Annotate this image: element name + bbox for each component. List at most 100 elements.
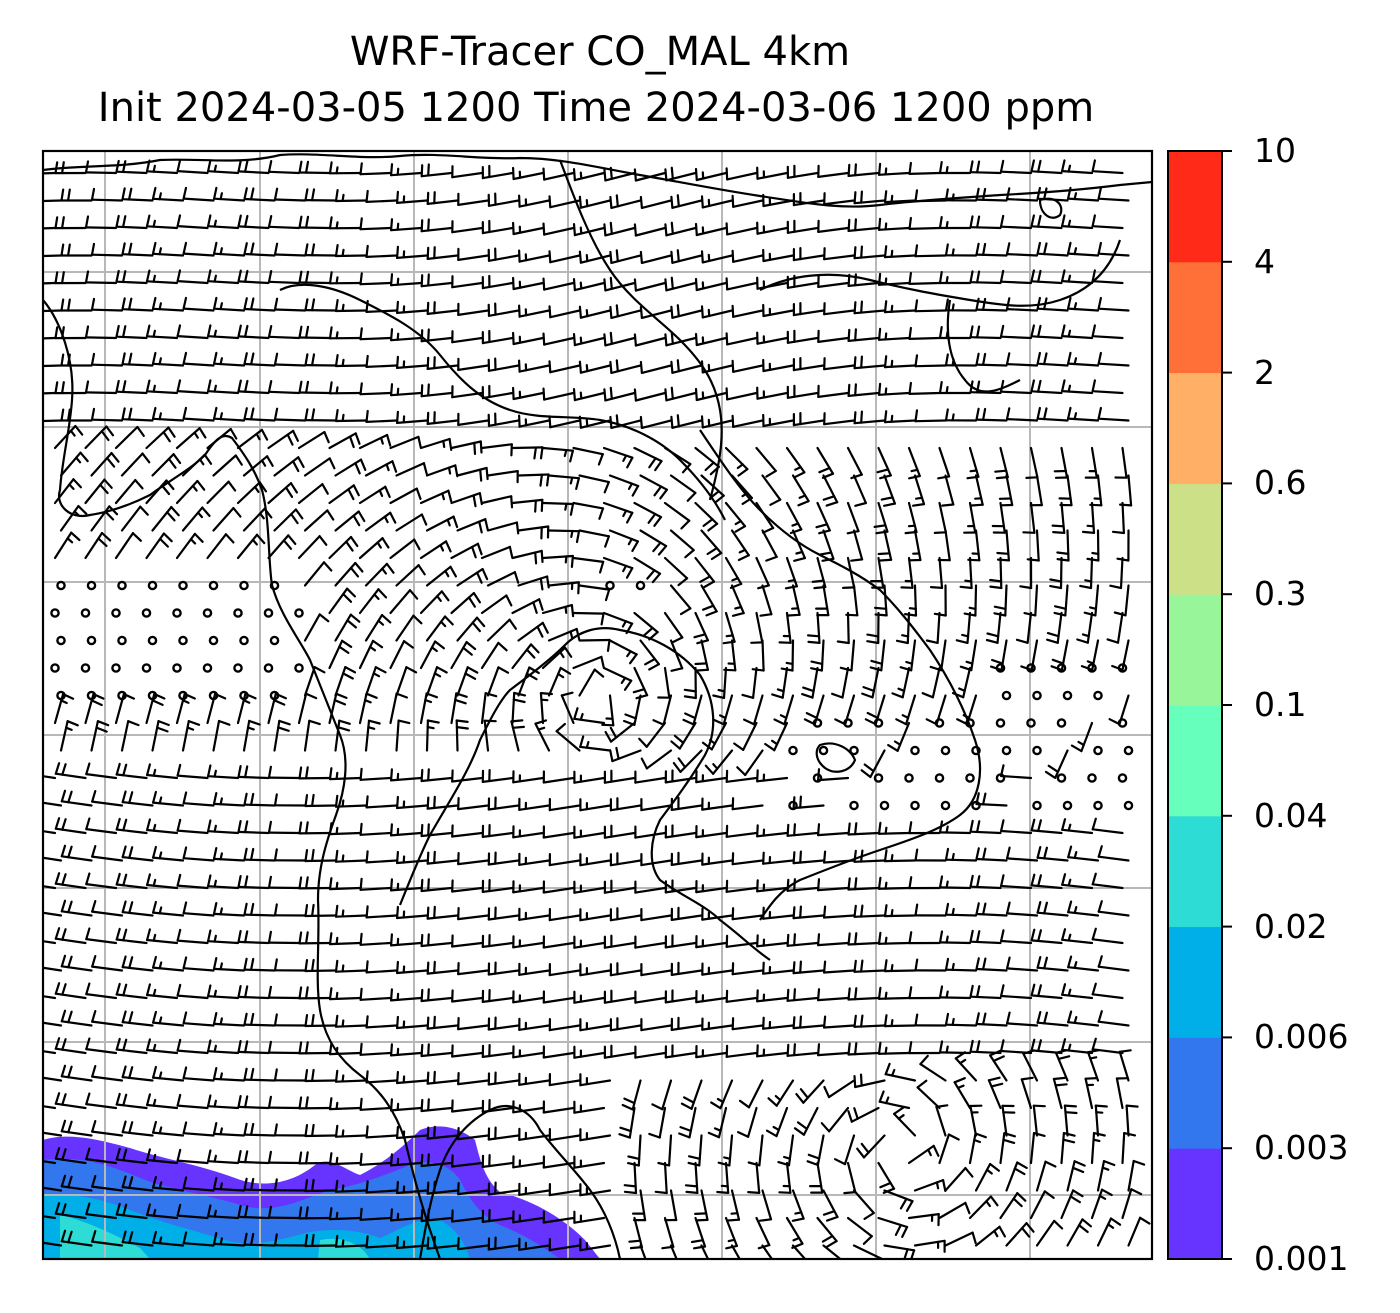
wind-barb bbox=[181, 506, 211, 532]
wind-barb bbox=[1066, 241, 1100, 257]
wind-barb bbox=[542, 1210, 575, 1224]
wind-barb bbox=[480, 443, 513, 457]
wind-barb bbox=[517, 414, 551, 428]
wind-barb bbox=[639, 415, 673, 429]
wind-barb bbox=[803, 694, 825, 726]
wind-barb bbox=[970, 474, 984, 507]
wind-barb bbox=[684, 1161, 699, 1195]
wind-barb bbox=[938, 271, 972, 285]
wind-barb bbox=[1051, 501, 1066, 535]
wind-barb bbox=[579, 1128, 612, 1142]
wind-barb bbox=[420, 328, 453, 343]
wind-barb bbox=[633, 501, 663, 527]
wind-barb bbox=[573, 935, 606, 949]
wind-barb bbox=[457, 1181, 490, 1196]
wind-barb bbox=[176, 214, 209, 230]
wind-barb bbox=[664, 276, 697, 292]
wind-barb bbox=[578, 474, 610, 494]
wind-barb bbox=[951, 666, 972, 699]
wind-barb bbox=[1036, 955, 1069, 972]
wind-barb bbox=[678, 1106, 697, 1139]
wind-barb bbox=[182, 186, 215, 202]
wind-barb bbox=[365, 1070, 398, 1084]
wind-barb bbox=[243, 847, 276, 862]
calm-wind-circle bbox=[1117, 773, 1128, 783]
wind-barb bbox=[43, 1241, 63, 1247]
wind-barb bbox=[54, 1147, 87, 1165]
wind-barb bbox=[396, 245, 429, 259]
wind-barb bbox=[365, 409, 398, 423]
wind-barb bbox=[328, 161, 362, 175]
colorbar-tick-label: 0.1 bbox=[1254, 685, 1307, 724]
wind-barb bbox=[847, 383, 880, 397]
wind-barb bbox=[213, 241, 246, 257]
wind-barb bbox=[853, 190, 886, 205]
wind-barb bbox=[1030, 873, 1063, 890]
wind-barb bbox=[54, 216, 87, 230]
wind-barb bbox=[304, 243, 337, 257]
wind-barb bbox=[481, 1098, 514, 1114]
wind-barb bbox=[700, 529, 723, 561]
wind-barb bbox=[481, 164, 514, 180]
wind-barb bbox=[1108, 694, 1130, 726]
wind-barb bbox=[390, 163, 423, 177]
wind-barb bbox=[883, 245, 917, 259]
wind-barb bbox=[237, 874, 270, 890]
wind-barb bbox=[207, 159, 240, 175]
wind-barb bbox=[182, 1066, 215, 1082]
wind-barb bbox=[700, 305, 734, 319]
wind-barb bbox=[176, 324, 209, 340]
wind-barb bbox=[207, 214, 240, 230]
wind-barb bbox=[518, 1237, 551, 1251]
wind-barb bbox=[304, 793, 337, 808]
wind-barb bbox=[206, 427, 238, 450]
wind-barb bbox=[457, 1126, 490, 1141]
calm-wind-circle bbox=[1026, 718, 1036, 728]
wind-barb bbox=[328, 692, 348, 725]
wind-barb bbox=[182, 791, 215, 807]
wind-barb bbox=[604, 721, 636, 743]
wind-barb bbox=[853, 849, 886, 863]
wind-barb bbox=[1053, 446, 1069, 479]
wind-barb bbox=[603, 769, 636, 784]
wind-barb bbox=[664, 1044, 697, 1059]
wind-barb bbox=[457, 851, 490, 866]
wind-barb bbox=[847, 1042, 880, 1056]
wind-barb bbox=[725, 1044, 758, 1058]
colorbar-segment bbox=[1168, 261, 1222, 374]
wind-barb bbox=[908, 931, 941, 945]
wind-barb bbox=[334, 299, 368, 313]
wind-barb bbox=[603, 934, 636, 949]
wind-barb bbox=[701, 852, 734, 866]
wind-barb bbox=[808, 1161, 824, 1194]
wind-barb bbox=[969, 929, 1002, 945]
wind-barb bbox=[792, 850, 825, 865]
wind-barb bbox=[1036, 845, 1069, 862]
wind-barb bbox=[425, 666, 448, 697]
border-inner-3 bbox=[759, 239, 1122, 307]
wind-barb bbox=[236, 428, 269, 450]
wind-barb bbox=[273, 1068, 307, 1082]
wind-barb bbox=[359, 877, 392, 891]
wind-barb bbox=[486, 521, 520, 535]
calm-wind-circle bbox=[294, 663, 304, 673]
wind-barb bbox=[762, 358, 795, 373]
wind-barb bbox=[426, 1235, 459, 1250]
wind-barb bbox=[626, 1134, 642, 1167]
wind-barb bbox=[1097, 845, 1130, 862]
wind-barb bbox=[207, 1149, 240, 1165]
wind-barb bbox=[182, 846, 215, 862]
wind-barb bbox=[328, 535, 359, 560]
wind-barb bbox=[787, 584, 801, 617]
wind-barb bbox=[121, 845, 154, 862]
wind-barb bbox=[1125, 1104, 1139, 1137]
wind-barb bbox=[877, 217, 911, 231]
calm-wind-circle bbox=[1032, 800, 1042, 811]
wind-barb bbox=[512, 825, 545, 839]
wind-barb bbox=[695, 989, 728, 1004]
wind-barb bbox=[640, 962, 673, 977]
wind-barb bbox=[480, 692, 498, 725]
wind-barb bbox=[579, 1238, 612, 1252]
wind-barb bbox=[731, 304, 764, 318]
wind-barb bbox=[328, 1097, 362, 1111]
